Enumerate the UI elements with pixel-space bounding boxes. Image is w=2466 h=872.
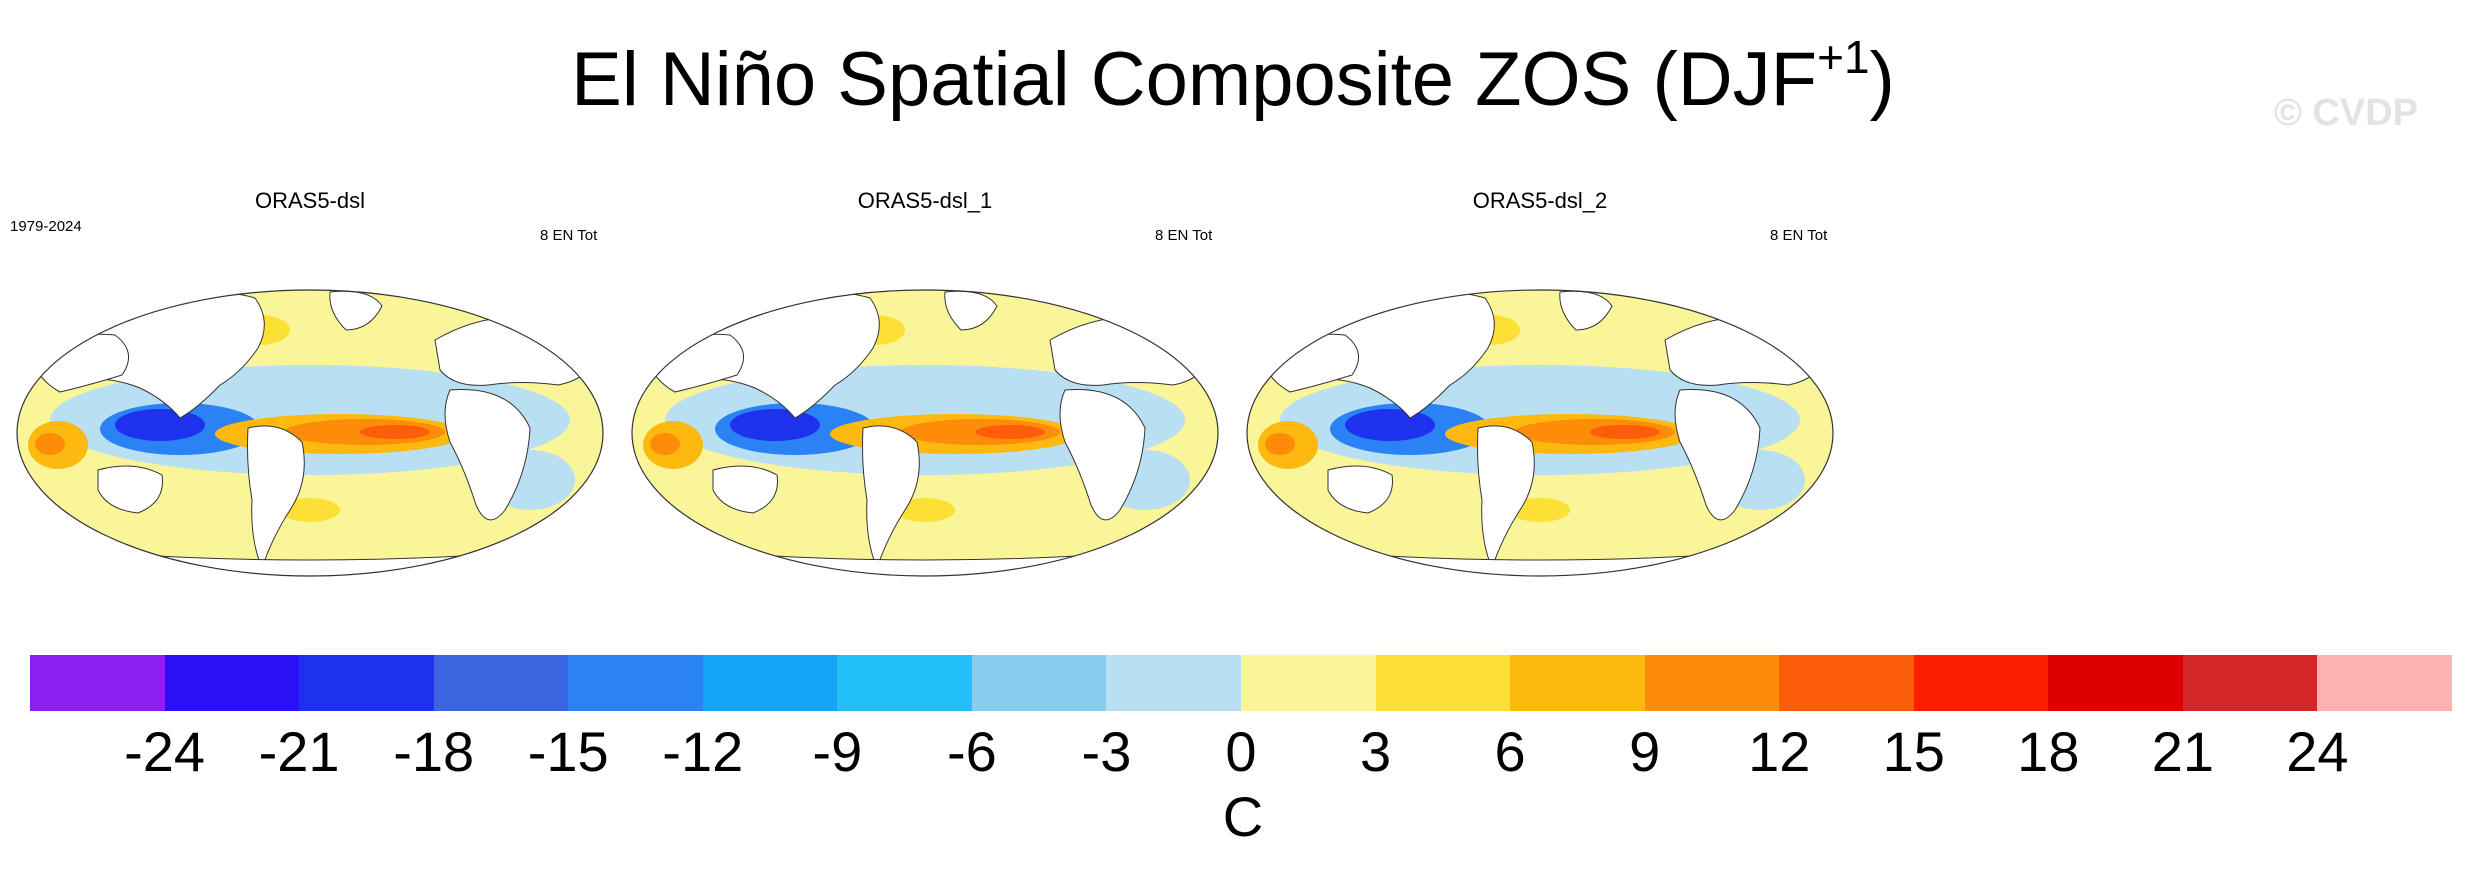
colorbar-segment (1106, 655, 1242, 711)
colorbar-tick-label: 9 (1629, 720, 1661, 783)
panel-title: ORAS5-dsl_1 (857, 188, 993, 213)
map-anomaly-indian-warm-core (650, 433, 680, 455)
colorbar-tick-label: -6 (946, 720, 997, 783)
land-greenland (1559, 290, 1613, 331)
map-panel-3: ORAS5-dsl_2 8 EN Tot (1240, 180, 1840, 580)
colorbar-segment (2317, 655, 2453, 711)
colorbar-segment (971, 655, 1107, 711)
panel-count: 8 EN Tot (540, 227, 598, 244)
panel-count: 8 EN Tot (1770, 227, 1828, 244)
map-anomaly-south-pacific-warm-patch (895, 498, 955, 522)
map-panel-1: ORAS5-dsl 1979-2024 8 EN Tot (10, 180, 610, 580)
map-field (1247, 290, 1833, 576)
map-anomaly-south-pacific-warm-patch (1510, 498, 1570, 522)
map-anomaly-indian-warm-core (1265, 433, 1295, 455)
land-south-america (247, 425, 305, 570)
colorbar-segment (2182, 655, 2318, 711)
map-anomaly-indian-warm-core (35, 433, 65, 455)
colorbar-segment (164, 655, 300, 711)
map-panel-2: ORAS5-dsl_1 8 EN Tot (625, 180, 1225, 580)
land-africa (1674, 388, 1761, 521)
colorbar-segment (1644, 655, 1780, 711)
colorbar-unit: C (1222, 785, 1264, 848)
map-anomaly-pacific-cold-core (1345, 409, 1435, 441)
cvdp-watermark: © CVDP (2273, 92, 2418, 134)
colorbar-tick-label: 18 (2017, 720, 2080, 783)
map-anomaly-south-pacific-warm-patch (280, 498, 340, 522)
colorbar-segment (1241, 655, 1377, 711)
map-border (631, 289, 1219, 577)
colorbar-tick-label: 0 (1225, 720, 1257, 783)
land-africa (1059, 388, 1146, 521)
colorbar-tick-label: 3 (1359, 720, 1392, 783)
robinson-map (16, 289, 604, 577)
colorbar-tick-label: -15 (527, 720, 609, 783)
land-africa (444, 388, 531, 521)
colorbar-tick-label: 15 (1882, 720, 1945, 783)
colorbar-segment (299, 655, 435, 711)
land-australia (1327, 465, 1393, 514)
title-superscript: +1 (1817, 31, 1870, 83)
colorbar-tick-label: 12 (1748, 720, 1811, 783)
colorbar-segment (1375, 655, 1511, 711)
land-greenland (944, 290, 998, 331)
land-south-america (1477, 425, 1535, 570)
map-anomaly-pacific-cold-core (730, 409, 820, 441)
figure-title: El Niño Spatial Composite ZOS (DJF+1) (0, 30, 2466, 139)
map-anomaly-pacific-warm-core (1590, 425, 1660, 439)
map-border (16, 289, 604, 577)
colorbar-segment (30, 655, 166, 711)
colorbar-segment (1779, 655, 1915, 711)
map-anomaly-pacific-warm-core (975, 425, 1045, 439)
colorbar-segment (1510, 655, 1646, 711)
colorbar-tick-label: -3 (1081, 720, 1132, 783)
land-australia (97, 465, 163, 514)
colorbar-tick-label: 6 (1494, 720, 1526, 783)
land-australia (712, 465, 778, 514)
colorbar-tick-label: -12 (662, 720, 744, 783)
title-close: ) (1869, 37, 1895, 122)
colorbar (30, 655, 2453, 711)
colorbar-tick-label: 21 (2151, 720, 2215, 783)
panel-title: ORAS5-dsl_2 (1472, 188, 1608, 213)
colorbar-tick-label: -24 (124, 720, 206, 783)
land-south-america (862, 425, 920, 570)
map-anomaly-pacific-warm-core (360, 425, 430, 439)
title-text: El Niño Spatial Composite ZOS (DJF (571, 37, 1818, 122)
colorbar-tick-label: -21 (258, 720, 340, 783)
colorbar-tick-label: -18 (393, 720, 475, 783)
land-greenland (329, 290, 383, 331)
colorbar-segment (568, 655, 704, 711)
map-field (632, 290, 1218, 576)
panel-count: 8 EN Tot (1155, 227, 1213, 244)
colorbar-tick-label: 24 (2286, 720, 2349, 783)
robinson-map (1246, 289, 1834, 577)
colorbar-tick-label: -9 (812, 720, 863, 783)
map-field (17, 290, 603, 576)
colorbar-segment (433, 655, 569, 711)
panel-title: ORAS5-dsl (254, 188, 366, 213)
colorbar-segment (1913, 655, 2049, 711)
colorbar-segment (2048, 655, 2184, 711)
panel-period: 1979-2024 (10, 218, 82, 235)
map-border (1246, 289, 1834, 577)
colorbar-segment (837, 655, 973, 711)
colorbar-segment (702, 655, 838, 711)
map-anomaly-pacific-cold-core (115, 409, 205, 441)
robinson-map (631, 289, 1219, 577)
